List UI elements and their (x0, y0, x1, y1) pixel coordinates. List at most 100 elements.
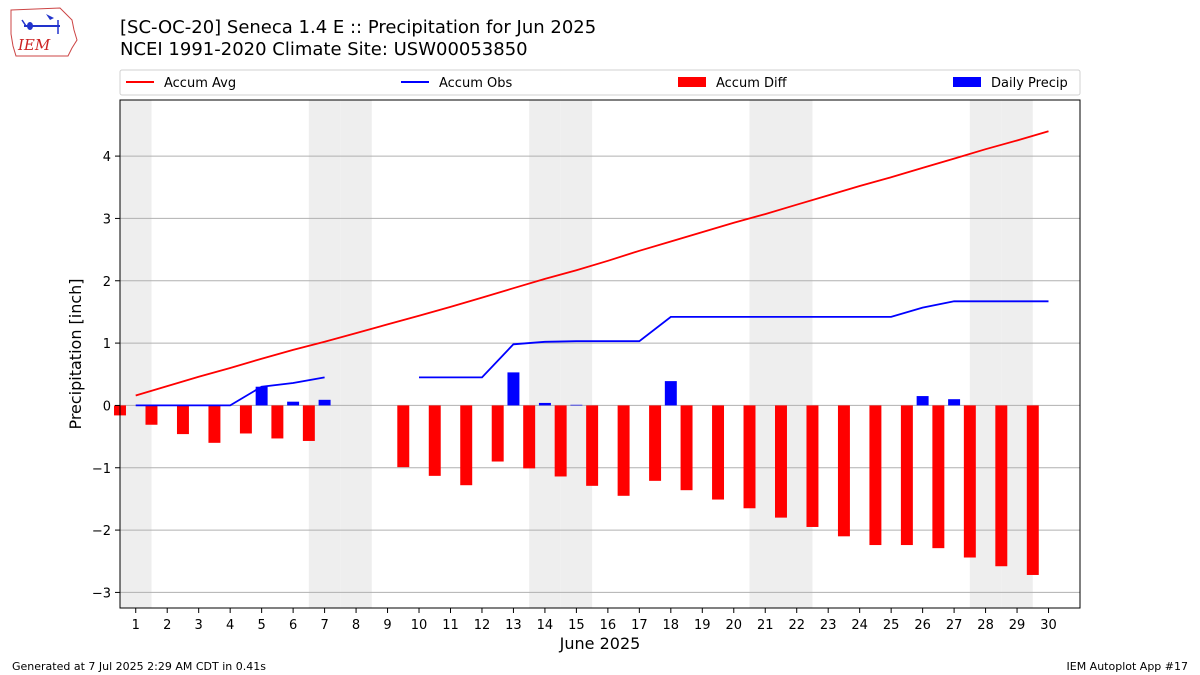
weekend-band (780, 100, 813, 608)
accum-diff-bar (743, 405, 756, 509)
accum-diff-bar (932, 405, 945, 549)
accum-diff-bar (145, 405, 158, 425)
chart-title: [SC-OC-20] Seneca 1.4 E :: Precipitation… (120, 17, 597, 38)
accum-diff-bar (428, 405, 441, 476)
x-tick-label: 12 (474, 618, 491, 633)
daily-precip-bar (664, 381, 677, 406)
generated-timestamp: Generated at 7 Jul 2025 2:29 AM CDT in 0… (12, 660, 266, 673)
x-tick-label: 26 (914, 618, 931, 633)
y-tick-label: −3 (92, 586, 111, 601)
weekend-shading (120, 100, 1033, 608)
app-credit: IEM Autoplot App #17 (1066, 660, 1189, 673)
accum-diff-bar (775, 405, 787, 518)
x-tick-label: 10 (411, 618, 428, 633)
lines (135, 130, 1049, 407)
x-tick-label: 25 (883, 618, 900, 633)
x-tick-label: 24 (851, 618, 868, 633)
x-tick-label: 20 (725, 618, 742, 633)
accum-diff-bar (523, 405, 536, 469)
x-tick-label: 6 (289, 618, 297, 633)
accum-diff-bar (271, 405, 284, 439)
daily-precip-bar (570, 404, 583, 406)
x-tick-label: 14 (537, 618, 554, 633)
accum-avg-line (135, 130, 1049, 397)
daily-precip-bar (255, 386, 268, 406)
legend-label: Accum Diff (716, 76, 788, 91)
bars (114, 372, 1039, 575)
x-tick-label: 29 (1009, 618, 1026, 633)
daily-precip-bar (916, 396, 929, 406)
x-tick-label: 15 (568, 618, 585, 633)
x-tick-label: 22 (788, 618, 805, 633)
y-tick-label: −2 (92, 524, 111, 539)
accum-diff-bar (806, 405, 819, 527)
accum-diff-bar (302, 405, 315, 441)
legend-label: Accum Avg (164, 76, 236, 91)
y-tick-label: 2 (103, 275, 111, 290)
accum-diff-bar (586, 405, 599, 486)
accum-diff-bar (900, 405, 913, 546)
weekend-band (120, 100, 152, 608)
accum-diff-bar (239, 405, 252, 434)
accum-obs-line (135, 376, 325, 407)
accum-diff-bar (397, 405, 410, 468)
weekend-band (560, 100, 593, 608)
iem-logo: IEM (10, 7, 78, 57)
y-tick-label: 4 (103, 150, 111, 165)
legend-swatch (678, 77, 706, 87)
x-tick-label: 7 (320, 618, 328, 633)
accum-diff-bar (491, 405, 504, 462)
legend-label: Daily Precip (991, 76, 1068, 91)
accum-obs-line (419, 300, 1049, 379)
chart-subtitle: NCEI 1991-2020 Climate Site: USW00053850 (120, 39, 528, 60)
accum-diff-bar (995, 405, 1008, 567)
weekend-band (340, 100, 372, 608)
daily-precip-bar (287, 401, 300, 406)
daily-precip-bar (948, 399, 961, 406)
x-tick-label: 19 (694, 618, 711, 633)
plot-frame (119, 99, 1081, 609)
x-tick-label: 9 (383, 618, 391, 633)
x-tick-label: 8 (352, 618, 360, 633)
weekend-band (308, 100, 341, 608)
accum-diff-bar (680, 405, 693, 491)
x-axis-label: June 2025 (559, 634, 641, 653)
daily-precip-bar (507, 372, 520, 406)
y-tick-label: −1 (92, 462, 111, 477)
accum-diff-bar (208, 405, 221, 443)
accum-diff-bar (649, 405, 662, 481)
accum-diff-bar (554, 405, 567, 477)
y-tick-label: 0 (103, 399, 111, 414)
gridlines (120, 155, 1080, 593)
accum-diff-bar (712, 405, 725, 500)
x-tick-label: 18 (663, 618, 680, 633)
x-tick-label: 27 (946, 618, 963, 633)
legend: Accum Avg Accum Obs Accum Diff Daily Precip (119, 69, 1081, 96)
accum-diff-bar (963, 405, 976, 558)
legend-label: Accum Obs (439, 76, 512, 91)
x-tick-label: 3 (195, 618, 203, 633)
svg-text:IEM: IEM (17, 36, 51, 54)
accum-diff-bar (869, 405, 882, 546)
y-axis-label: Precipitation [inch] (66, 278, 85, 429)
x-tick-label: 28 (977, 618, 994, 633)
x-tick-label: 2 (163, 618, 171, 633)
x-tick-label: 17 (631, 618, 648, 633)
x-tick-label: 5 (257, 618, 265, 633)
x-tick-label: 1 (132, 618, 140, 633)
x-tick-label: 13 (505, 618, 522, 633)
x-tick-label: 16 (600, 618, 617, 633)
x-tick-label: 11 (442, 618, 459, 633)
x-tick-label: 21 (757, 618, 774, 633)
accum-diff-bar (837, 405, 850, 537)
x-tick-label: 4 (226, 618, 234, 633)
weekend-band (529, 100, 561, 608)
y-tick-label: 3 (103, 212, 111, 227)
daily-precip-bar (318, 399, 331, 406)
accum-diff-bar (176, 405, 189, 435)
legend-swatch (953, 77, 981, 87)
x-tick-label: 30 (1040, 618, 1057, 633)
accum-diff-bar (460, 405, 473, 486)
